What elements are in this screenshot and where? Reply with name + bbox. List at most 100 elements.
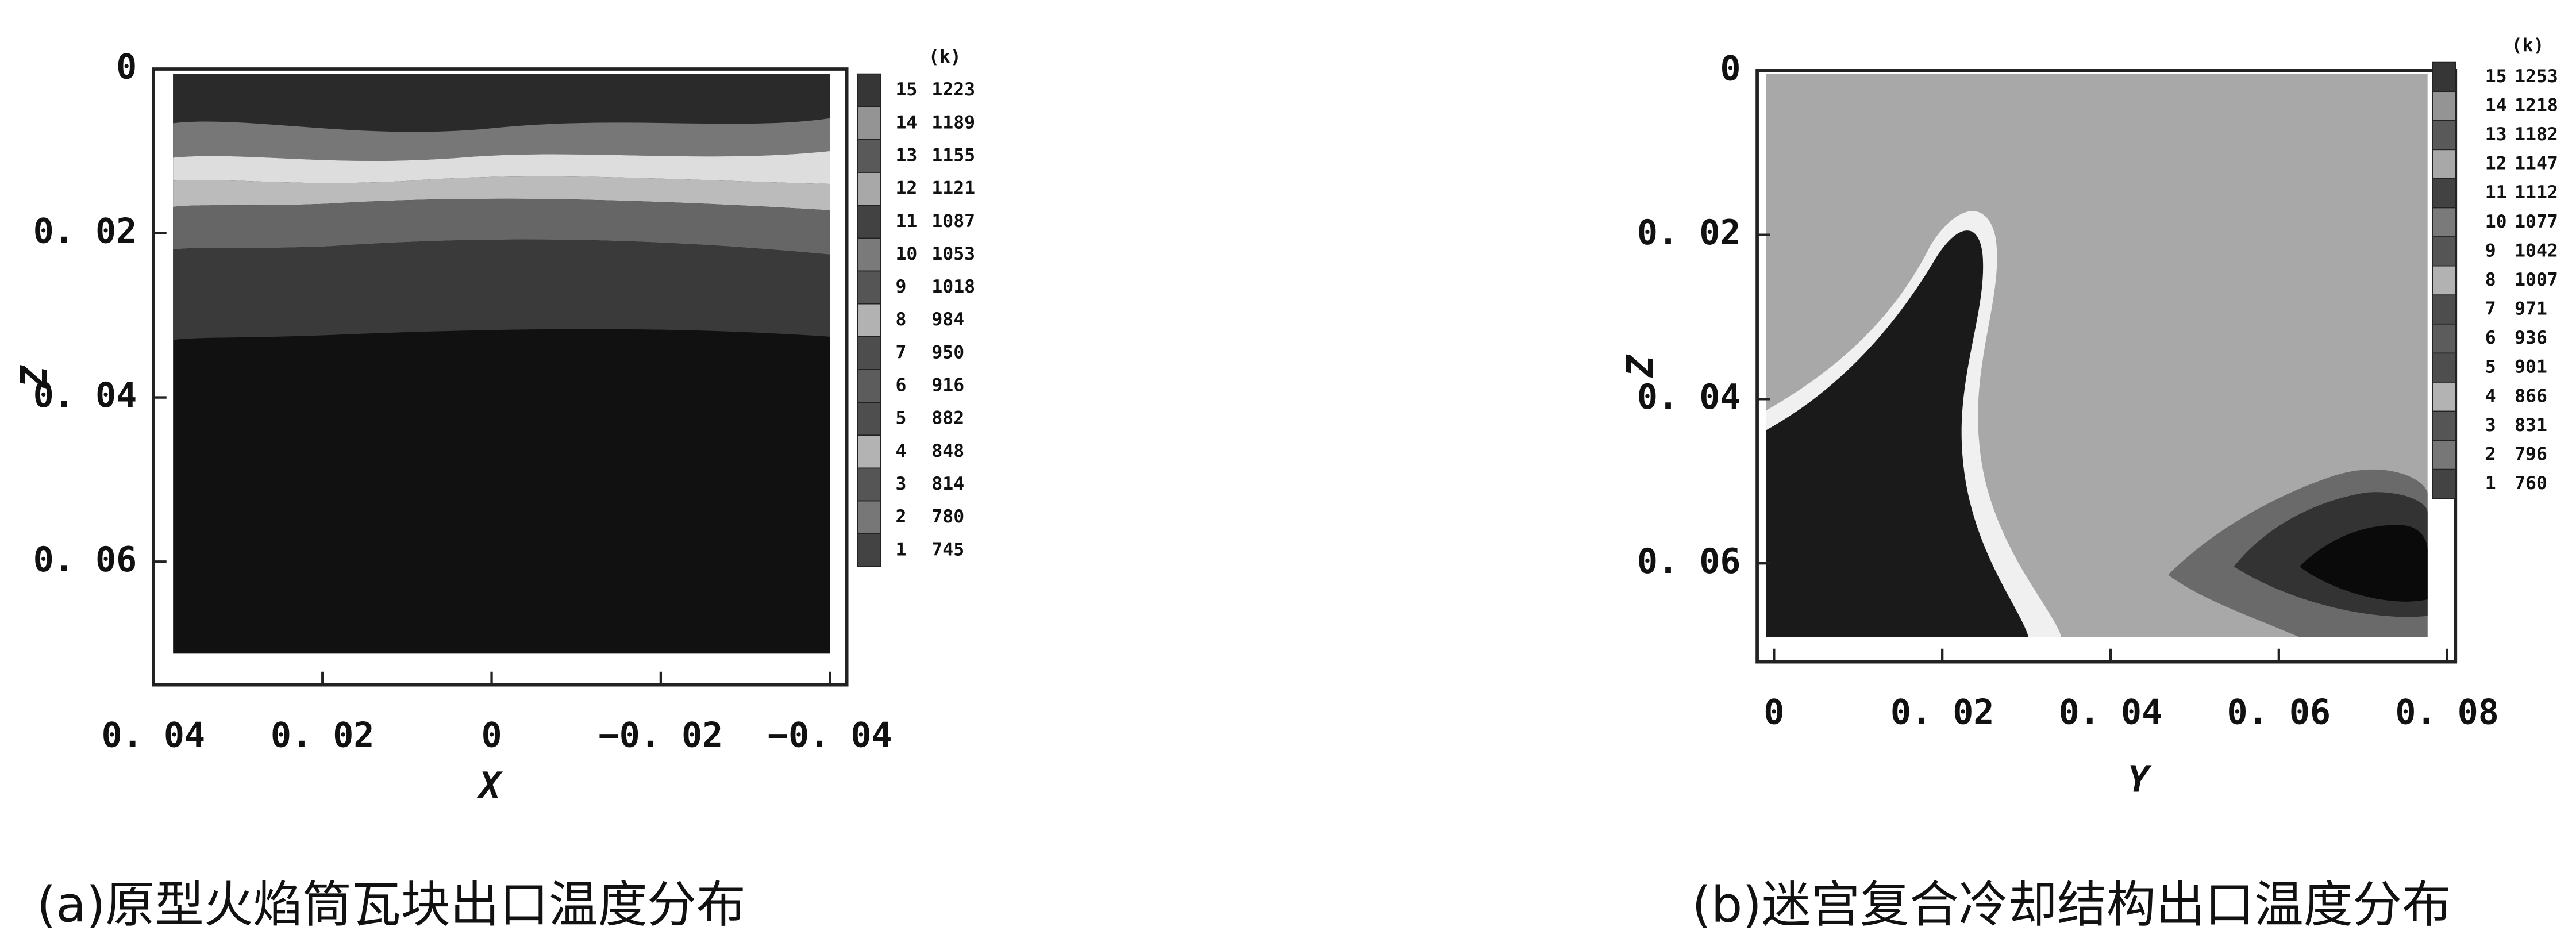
legend-swatch	[2432, 410, 2456, 441]
legend-swatch	[857, 402, 881, 436]
caption: (a)原型火焰筒瓦块出口温度分布	[37, 876, 746, 934]
legend-level: 10	[2485, 211, 2507, 232]
legend-swatch	[2432, 382, 2456, 412]
legend-value: 1042	[2515, 240, 2558, 261]
legend-level: 3	[2485, 415, 2496, 436]
legend-value: 848	[931, 441, 964, 462]
x-tick-label: −0. 02	[599, 716, 723, 756]
legend-swatch	[857, 500, 881, 534]
legend-value: 745	[931, 539, 964, 560]
legend-level: 7	[2485, 299, 2496, 320]
legend-value: 1018	[931, 276, 975, 297]
x-axis-label: Y	[2128, 758, 2152, 800]
legend-swatch	[857, 336, 881, 370]
legend-swatch	[2432, 91, 2456, 121]
caption: (b)迷宫复合冷却结构出口温度分布	[1692, 876, 2451, 934]
legend-swatch	[2432, 323, 2456, 354]
legend-level: 6	[2485, 328, 2496, 348]
legend-level: 14	[2485, 95, 2507, 116]
legend-level: 15	[896, 79, 918, 100]
legend-level: 2	[2485, 444, 2496, 464]
legend-value: 1121	[931, 178, 975, 199]
x-tick-label: 0. 04	[102, 716, 206, 756]
legend-swatch	[857, 73, 881, 107]
legend-swatch	[2432, 207, 2456, 237]
legend-unit: (k)	[929, 47, 961, 67]
y-tick-label: 0. 04	[33, 375, 137, 416]
legend-swatch	[857, 270, 881, 305]
legend-value: 831	[2515, 415, 2547, 436]
y-tick-label: 0	[1720, 48, 1741, 89]
legend-level: 8	[2485, 270, 2496, 290]
legend-swatch	[2432, 236, 2456, 267]
x-axis-label: X	[476, 765, 503, 807]
legend-value: 796	[2515, 444, 2547, 464]
legend-unit: (k)	[2512, 35, 2544, 56]
legend-swatch	[857, 106, 881, 140]
legend-level: 4	[896, 441, 907, 462]
legend-value: 984	[931, 309, 964, 330]
legend-level: 1	[896, 539, 907, 560]
legend-level: 3	[896, 474, 907, 494]
y-axis-label: Z	[13, 365, 55, 389]
legend-level: 4	[2485, 386, 2496, 406]
y-axis-label: Z	[1619, 354, 1661, 378]
legend-swatch	[2432, 294, 2456, 325]
legend-level: 7	[896, 342, 907, 363]
legend-level: 15	[2485, 66, 2507, 87]
legend-value: 866	[2515, 386, 2547, 406]
plot-frame	[152, 67, 849, 687]
legend-swatch	[2432, 440, 2456, 470]
legend-level: 2	[896, 506, 907, 527]
legend-swatch	[857, 434, 881, 469]
legend-level: 5	[2485, 357, 2496, 378]
legend-level: 13	[896, 145, 918, 166]
legend-swatch	[857, 237, 881, 272]
x-tick-label: 0	[1763, 693, 1784, 733]
legend-value: 1053	[931, 244, 975, 264]
legend-level: 6	[896, 375, 907, 396]
x-tick-label: 0	[481, 716, 502, 756]
legend-value: 1112	[2515, 182, 2558, 203]
legend-value: 901	[2515, 357, 2547, 378]
legend-swatch	[857, 172, 881, 206]
legend-level: 5	[896, 408, 907, 429]
legend-swatch	[857, 467, 881, 502]
y-tick-label: 0. 06	[33, 540, 137, 580]
x-tick-label: 0. 06	[2227, 693, 2331, 733]
legend-swatch	[857, 139, 881, 173]
x-tick-label: 0. 08	[2395, 693, 2499, 733]
legend-swatch	[857, 533, 881, 567]
legend-swatch	[2432, 120, 2456, 151]
legend-swatch	[2432, 61, 2456, 93]
legend-swatch	[2432, 149, 2456, 179]
legend-value: 916	[931, 375, 964, 396]
legend-value: 1007	[2515, 270, 2558, 290]
legend-value: 780	[931, 506, 964, 527]
contour-field	[173, 74, 830, 654]
legend-swatch	[2432, 265, 2456, 296]
legend-level: 1	[2485, 473, 2496, 494]
legend-value: 814	[931, 474, 964, 494]
legend-value: 760	[2515, 473, 2547, 494]
x-tick-label: 0. 04	[2059, 693, 2163, 733]
contour-field	[1766, 74, 2428, 637]
legend-value: 882	[931, 408, 964, 429]
y-tick-label: 0. 06	[1637, 541, 1741, 582]
legend-value: 1077	[2515, 211, 2558, 232]
y-tick-label: 0. 02	[33, 211, 137, 251]
legend-level: 14	[896, 112, 918, 133]
legend-value: 950	[931, 342, 964, 363]
legend-level: 11	[896, 211, 918, 232]
y-tick-label: 0. 04	[1637, 377, 1741, 417]
legend-value: 1147	[2515, 153, 2558, 174]
legend-value: 1087	[931, 211, 975, 232]
legend-value: 1218	[2515, 95, 2558, 116]
legend-swatch	[2432, 178, 2456, 209]
legend-level: 10	[896, 244, 918, 264]
legend-value: 1253	[2515, 66, 2558, 87]
legend-level: 11	[2485, 182, 2507, 203]
legend-level: 13	[2485, 124, 2507, 145]
y-tick-label: 0	[116, 47, 137, 87]
